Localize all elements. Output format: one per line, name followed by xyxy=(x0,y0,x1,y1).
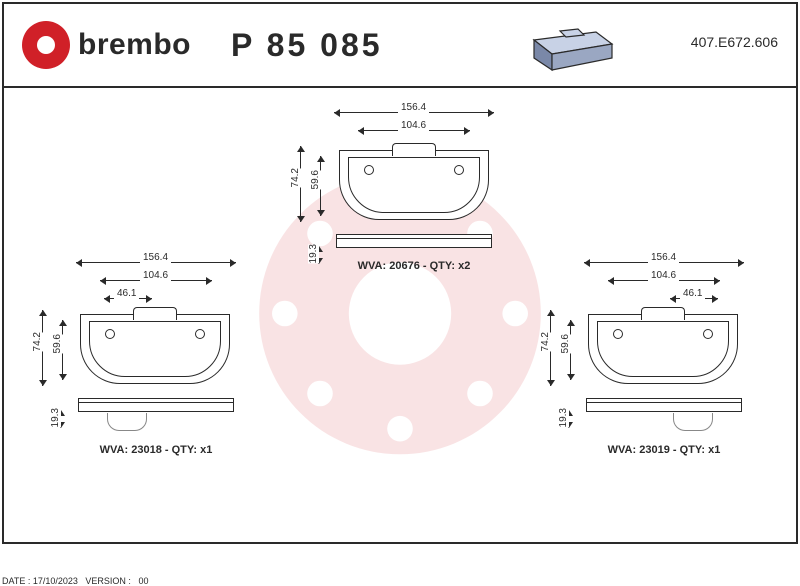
brembo-disc-icon xyxy=(22,21,70,69)
footer-date-label: DATE : xyxy=(2,576,30,586)
wva-label: WVA: 23018 - QTY: x1 xyxy=(46,444,266,456)
sensor-wire-icon xyxy=(107,413,147,431)
footer-meta: DATE : 17/10/2023 VERSION : 00 xyxy=(2,576,148,586)
hole-icon xyxy=(703,329,713,339)
dim-thickness: 19.3 xyxy=(308,244,319,263)
dim-width-clip: 46.1 xyxy=(680,288,705,299)
pad-left-top-dims: 156.4 104.6 46.1 xyxy=(46,258,266,314)
pad-right-group: 156.4 104.6 46.1 74.2 59.6 xyxy=(554,258,774,456)
dim-height-inner: 59.6 xyxy=(310,170,321,189)
hole-icon xyxy=(105,329,115,339)
dim-height-inner: 59.6 xyxy=(560,334,571,353)
dim-height-outer: 74.2 xyxy=(540,332,551,351)
footer-date: 17/10/2023 xyxy=(33,576,78,586)
dim-width-inner: 104.6 xyxy=(398,120,429,131)
logo-area: brembo xyxy=(22,21,191,69)
brand-name: brembo xyxy=(78,28,191,62)
hole-icon xyxy=(454,165,464,175)
dim-height-outer: 74.2 xyxy=(290,168,301,187)
pad-front-view xyxy=(339,150,489,220)
drawing-frame: brembo P 85 085 407.E672.606 xyxy=(2,2,798,544)
pad-front-view xyxy=(588,314,738,384)
footer-version: 00 xyxy=(138,576,148,586)
wva-label: WVA: 23019 - QTY: x1 xyxy=(554,444,774,456)
dim-width-inner: 104.6 xyxy=(648,270,679,281)
pad-isometric-icon xyxy=(526,18,616,76)
dim-width-outer: 156.4 xyxy=(648,252,679,263)
dim-thickness: 19.3 xyxy=(50,408,61,427)
dim-width-outer: 156.4 xyxy=(398,102,429,113)
hole-icon xyxy=(613,329,623,339)
hole-icon xyxy=(364,165,374,175)
header-bar: brembo P 85 085 407.E672.606 xyxy=(4,4,796,88)
hole-icon xyxy=(195,329,205,339)
dim-height-inner: 59.6 xyxy=(52,334,63,353)
pad-center-group: 156.4 104.6 74.2 59.6 19.3 WVA: xyxy=(314,108,514,272)
dim-width-clip: 46.1 xyxy=(114,288,139,299)
pad-right-top-dims: 156.4 104.6 46.1 xyxy=(554,258,774,314)
drawing-area: 156.4 104.6 74.2 59.6 19.3 WVA: xyxy=(4,88,796,544)
pad-side-view xyxy=(336,234,492,248)
pad-left-group: 156.4 104.6 46.1 74.2 59.6 xyxy=(46,258,266,456)
dim-width-outer: 156.4 xyxy=(140,252,171,263)
dim-thickness: 19.3 xyxy=(558,408,569,427)
reference-code: 407.E672.606 xyxy=(691,34,778,50)
dim-width-inner: 104.6 xyxy=(140,270,171,281)
sensor-wire-icon xyxy=(673,413,713,431)
part-number: P 85 085 xyxy=(231,27,383,64)
pad-side-view xyxy=(586,398,742,412)
wva-label: WVA: 20676 - QTY: x2 xyxy=(314,260,514,272)
pad-front-view xyxy=(80,314,230,384)
footer-version-label: VERSION : xyxy=(85,576,131,586)
pad-side-view xyxy=(78,398,234,412)
dim-height-outer: 74.2 xyxy=(32,332,43,351)
